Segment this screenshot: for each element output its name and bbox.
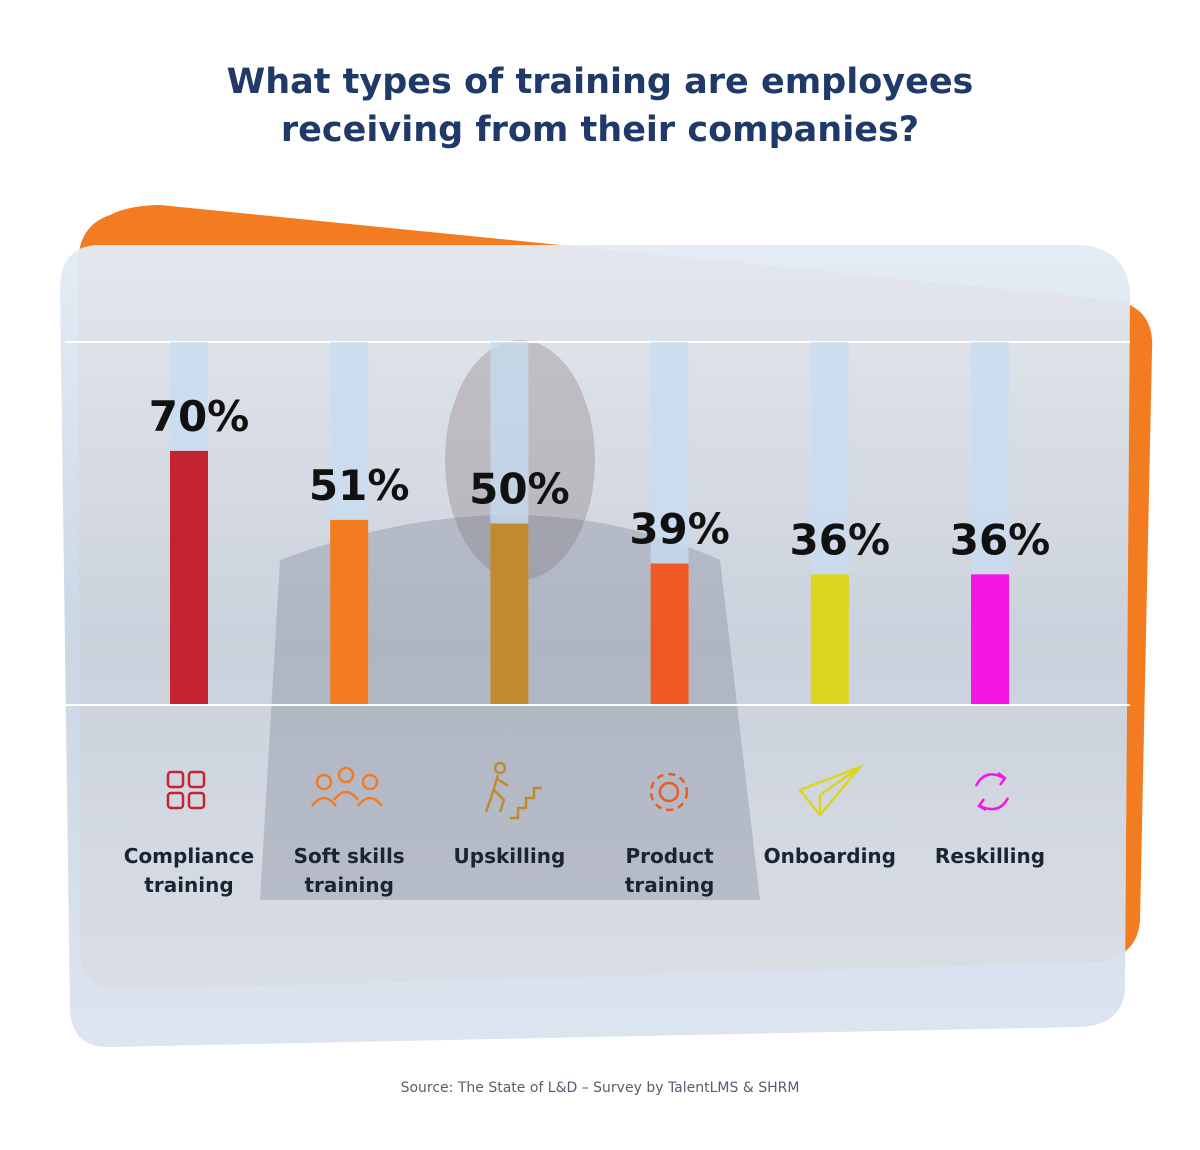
category-label: Reskilling bbox=[934, 844, 1046, 868]
source-note: Source: The State of L&D – Survey by Tal… bbox=[400, 1080, 800, 1096]
bar bbox=[330, 519, 369, 705]
value-label: 36% bbox=[950, 515, 1051, 564]
value-label: 50% bbox=[469, 465, 570, 514]
bar bbox=[650, 563, 689, 705]
chart-title: What types of training are employees rec… bbox=[226, 62, 974, 150]
icon-compliance bbox=[166, 770, 206, 810]
bar bbox=[170, 450, 208, 705]
icon-upskilling bbox=[484, 761, 542, 820]
icon-product bbox=[649, 772, 689, 812]
category-label: Product training bbox=[624, 844, 715, 897]
category-label: Onboarding bbox=[763, 844, 896, 868]
plot: 70% 51% 50% 39% 36% 36% bbox=[65, 341, 1130, 706]
value-label: 51% bbox=[309, 461, 410, 510]
bar bbox=[810, 574, 849, 705]
category-label: Compliance training bbox=[123, 844, 255, 897]
photo-body bbox=[260, 515, 760, 900]
category-label: Soft skills training bbox=[293, 844, 405, 897]
bar bbox=[490, 523, 529, 705]
value-label: 70% bbox=[149, 392, 250, 441]
icon-reskilling bbox=[974, 771, 1010, 812]
icon-onboarding bbox=[797, 764, 865, 817]
category-label: Upskilling bbox=[453, 844, 566, 868]
value-label: 36% bbox=[790, 515, 891, 564]
bar bbox=[971, 574, 1009, 705]
icon-soft-skills bbox=[311, 766, 383, 807]
photo-panel bbox=[60, 245, 1130, 1048]
value-label: 39% bbox=[629, 504, 730, 553]
